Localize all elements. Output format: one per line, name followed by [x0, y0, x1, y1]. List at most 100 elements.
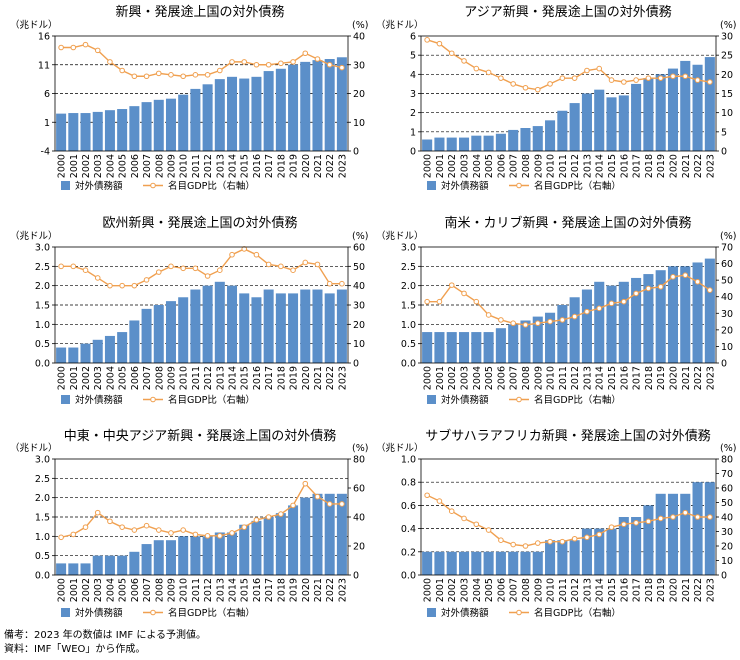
- x-tick-label: 2009: [533, 154, 544, 178]
- legend-bar-swatch: [427, 181, 436, 190]
- bar-2020: [300, 289, 311, 363]
- left-tick-label: 0.5: [35, 551, 50, 562]
- x-tick-label: 2006: [130, 366, 141, 390]
- right-tick-label: 0: [721, 571, 727, 582]
- left-tick-label: 1.0: [35, 532, 50, 543]
- x-tick-label: 2004: [105, 578, 116, 602]
- x-tick-label: 2013: [215, 154, 226, 178]
- x-tick-label: 2022: [693, 154, 704, 178]
- left-tick-label: 0.0: [35, 359, 50, 370]
- gdp-ratio-point-2005: [485, 69, 492, 76]
- bar-2019: [288, 64, 299, 151]
- right-tick-label: 70: [721, 243, 733, 254]
- right-axis-unit: (%): [352, 20, 368, 31]
- bar-2022: [692, 482, 703, 575]
- gdp-ratio-point-2000: [58, 44, 64, 51]
- x-tick-label: 2006: [130, 154, 141, 178]
- bar-2008: [153, 540, 164, 575]
- charts-canvas: 新興・発展途上国の対外債務（兆ドル） (%)-416111601020304020…: [10, 4, 736, 619]
- left-tick-label: 2.5: [35, 262, 50, 273]
- x-tick-label: 2003: [460, 578, 471, 602]
- x-tick-label: 2002: [81, 578, 92, 602]
- right-tick-label: 20: [721, 70, 733, 81]
- chart-panel-6: サブサハラアフリカ新興・発展途上国の対外債務（兆ドル） (%) 0.0 0.2 0.4 0…: [376, 428, 736, 619]
- x-tick-label: 2014: [228, 366, 239, 390]
- gdp-ratio-point-2012: [571, 313, 578, 320]
- bar-2018: [643, 78, 654, 151]
- right-tick-label: 40: [353, 281, 365, 292]
- gdp-ratio-point-2023: [339, 501, 345, 507]
- bar-2018: [275, 513, 286, 575]
- gdp-ratio-point-2022: [326, 280, 333, 287]
- x-tick-label: 2012: [203, 366, 214, 390]
- gdp-ratio-point-2010: [547, 81, 553, 87]
- right-tick-label: 60: [353, 243, 365, 254]
- gdp-ratio-point-2011: [192, 72, 199, 78]
- gdp-ratio-point-2003: [94, 47, 101, 54]
- gdp-ratio-point-2020: [302, 480, 309, 487]
- right-tick-label: 30: [721, 32, 733, 43]
- bar-2009: [532, 551, 543, 575]
- bar-2000: [56, 563, 67, 575]
- right-axis-unit: (%): [720, 231, 736, 242]
- x-tick-label: 2017: [264, 366, 275, 390]
- legend-bar-swatch: [61, 608, 70, 617]
- bar-2007: [508, 551, 519, 575]
- gdp-ratio-point-2019: [657, 515, 664, 522]
- bar-2016: [251, 76, 262, 151]
- gdp-ratio-point-2016: [621, 298, 627, 305]
- bar-2006: [129, 551, 140, 575]
- x-tick-label: 2007: [509, 578, 520, 602]
- x-tick-label: 2008: [521, 366, 532, 390]
- bar-2003: [458, 551, 470, 575]
- gdp-ratio-point-2002: [448, 50, 455, 57]
- note-remark: 備考：2023 年の数値は IMF による予測値。: [4, 630, 207, 641]
- bar-2004: [471, 332, 482, 363]
- left-tick-label: 2: [410, 108, 416, 119]
- gdp-ratio-point-2004: [107, 282, 113, 289]
- left-tick-label: 3.0: [401, 243, 416, 254]
- gdp-ratio-point-2017: [633, 520, 639, 526]
- bar-2003: [92, 555, 103, 575]
- bar-2022: [324, 59, 335, 151]
- x-tick-label: 2015: [607, 578, 618, 602]
- bar-2005: [117, 332, 128, 363]
- gdp-ratio-point-2021: [682, 73, 689, 80]
- x-tick-label: 2010: [179, 366, 190, 390]
- gdp-ratio-point-2017: [633, 77, 639, 83]
- left-axis-unit: （兆ドル）: [376, 19, 424, 31]
- bar-2014: [227, 76, 238, 151]
- left-tick-label: -4: [41, 147, 50, 158]
- legend-bar-swatch: [427, 395, 436, 404]
- bar-2017: [263, 289, 274, 363]
- x-tick-label: 2004: [472, 154, 483, 178]
- x-tick-label: 2013: [582, 366, 593, 390]
- bar-2002: [446, 137, 457, 151]
- right-tick-label: 10: [353, 339, 365, 350]
- legend-line-label: 名目GDP比（右軸）: [534, 394, 621, 406]
- bar-2012: [202, 285, 213, 363]
- bar-2005: [117, 555, 128, 575]
- x-tick-label: 2020: [668, 578, 679, 602]
- x-tick-label: 2015: [240, 366, 251, 390]
- bar-2005: [483, 551, 494, 575]
- left-tick-label: 2.5: [401, 262, 416, 273]
- gdp-ratio-point-2010: [547, 318, 553, 325]
- gdp-ratio-point-2011: [559, 538, 566, 545]
- left-tick-label: 2.0: [35, 281, 50, 292]
- bar-2015: [239, 78, 250, 151]
- x-tick-label: 2005: [118, 366, 129, 390]
- gdp-ratio-point-2009: [168, 263, 174, 270]
- chart-title: サブサハラアフリカ新興・発展途上国の対外債務: [425, 428, 710, 444]
- chart-panel-1: 新興・発展途上国の対外債務（兆ドル） (%)-416111601020304020…: [10, 4, 368, 192]
- bar-2011: [190, 88, 201, 151]
- gdp-ratio-point-2014: [596, 531, 603, 538]
- x-tick-label: 2021: [313, 366, 324, 390]
- bar-2009: [165, 301, 176, 363]
- bar-2019: [655, 74, 666, 151]
- x-tick-label: 2012: [570, 366, 581, 390]
- x-tick-label: 2002: [447, 366, 458, 390]
- right-tick-label: 60: [353, 484, 365, 495]
- legend-line-label: 名目GDP比（右軸）: [168, 180, 255, 192]
- bar-2008: [153, 305, 164, 363]
